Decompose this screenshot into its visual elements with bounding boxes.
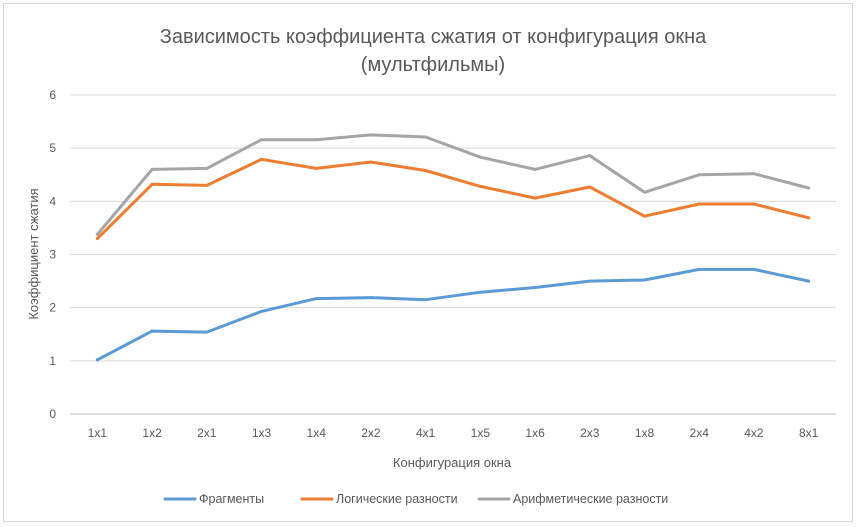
legend-label-1: Логические разности [336, 492, 458, 506]
chart-frame [3, 3, 853, 522]
data-point [478, 155, 482, 159]
legend: Фрагменты Логические разности Арифметическ… [163, 492, 668, 506]
data-point [752, 267, 756, 271]
data-point [697, 173, 701, 177]
series-line-1 [95, 157, 811, 241]
data-point [260, 138, 263, 142]
x-tick-label: 1x2 [142, 426, 162, 440]
x-tick-label: 2x4 [690, 426, 710, 440]
y-tick-label: 5 [49, 141, 56, 155]
x-tick-label: 1x1 [88, 426, 108, 440]
x-tick-label: 8x1 [799, 426, 819, 440]
x-tick-label: 1x8 [635, 426, 655, 440]
series-line-2 [95, 133, 811, 236]
data-point [424, 135, 428, 139]
x-tick-label: 2x2 [361, 426, 381, 440]
series-lines [95, 133, 811, 362]
data-point [533, 196, 537, 200]
data-point [533, 285, 537, 289]
y-tick-label: 3 [49, 248, 56, 262]
x-tick-label: 4x2 [744, 426, 764, 440]
chart-title-line-1: Зависимость коэффициента сжатия от конфи… [160, 26, 707, 48]
data-point [643, 190, 646, 194]
data-point [95, 358, 99, 362]
data-point [260, 157, 263, 161]
x-tick-label: 4x1 [416, 426, 436, 440]
data-point [478, 184, 482, 188]
data-point [807, 186, 811, 190]
y-tick-label: 0 [49, 407, 56, 421]
data-point [150, 182, 154, 186]
data-point [752, 202, 756, 206]
y-tick-label: 1 [49, 354, 56, 368]
data-point [260, 309, 263, 313]
x-axis-label: Конфигурация окна [393, 455, 512, 470]
y-axis-label: Коэффициент сжатия [26, 188, 41, 319]
data-point [150, 329, 154, 333]
series-line-0 [95, 267, 811, 362]
data-point [314, 138, 318, 142]
data-point [369, 296, 373, 300]
legend-label-2: Арифметические разности [513, 492, 668, 506]
x-tick-label: 1x5 [471, 426, 491, 440]
data-point [369, 133, 373, 137]
gridlines [70, 94, 836, 415]
y-tick-label: 4 [49, 194, 56, 208]
data-point [95, 232, 99, 236]
data-point [424, 298, 428, 302]
data-point [588, 154, 592, 158]
data-point [150, 167, 154, 171]
data-point [205, 330, 209, 334]
y-axis-ticks: 0 1 2 3 4 5 6 [49, 88, 56, 421]
data-point [369, 160, 373, 164]
data-point [588, 185, 592, 189]
data-point [478, 290, 482, 294]
data-point [314, 166, 318, 170]
x-tick-label: 2x1 [197, 426, 217, 440]
data-point [643, 214, 646, 218]
data-point [588, 279, 592, 283]
chart-title-line-2: (мультфильмы) [361, 54, 505, 76]
data-point [533, 167, 537, 171]
x-tick-label: 1x6 [525, 426, 545, 440]
legend-label-0: Фрагменты [199, 492, 264, 506]
data-point [95, 237, 99, 241]
data-point [697, 202, 701, 206]
y-tick-label: 6 [49, 88, 56, 102]
x-tick-label: 1x4 [307, 426, 327, 440]
x-axis-ticks: 1x1 1x2 2x1 1x3 1x4 2x2 4x1 1x5 1x6 2x3 1x8 2x4 4x2 8… [88, 426, 819, 440]
y-tick-label: 2 [49, 301, 56, 315]
data-point [205, 166, 209, 170]
data-point [807, 216, 811, 220]
data-point [697, 267, 701, 271]
x-tick-label: 2x3 [580, 426, 600, 440]
data-point [643, 278, 646, 282]
data-point [205, 183, 209, 187]
data-point [314, 297, 318, 301]
data-point [807, 279, 811, 283]
data-point [752, 172, 756, 176]
data-point [424, 168, 428, 172]
x-tick-label: 1x3 [252, 426, 272, 440]
